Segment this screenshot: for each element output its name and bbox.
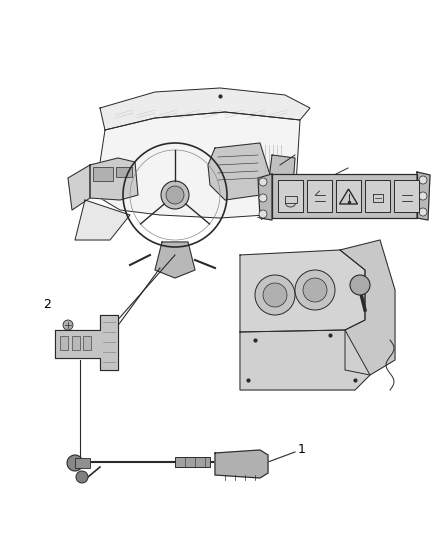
Polygon shape [75,200,130,240]
Circle shape [259,178,267,186]
Polygon shape [268,155,295,188]
Polygon shape [55,315,118,370]
Circle shape [259,210,267,218]
Circle shape [166,186,184,204]
Bar [116,167,132,177]
Bar [75,458,90,468]
Circle shape [67,455,83,471]
Polygon shape [417,172,430,220]
Circle shape [419,208,427,216]
Polygon shape [240,250,365,332]
Polygon shape [240,330,370,390]
Polygon shape [339,189,357,204]
Polygon shape [155,242,195,278]
Bar [336,180,361,212]
Circle shape [63,320,73,330]
Polygon shape [258,174,272,220]
Polygon shape [90,158,138,200]
Polygon shape [215,450,268,478]
Text: 1: 1 [298,443,306,456]
Circle shape [255,275,295,315]
Circle shape [76,471,88,483]
Circle shape [161,181,189,209]
Bar [278,180,303,212]
Bar [72,336,80,350]
Circle shape [419,176,427,184]
Bar [394,180,419,212]
Bar [60,336,68,350]
Bar [365,180,390,212]
Polygon shape [95,112,300,218]
Polygon shape [208,143,270,200]
Polygon shape [340,240,395,375]
Bar [175,457,210,467]
Circle shape [263,283,287,307]
Bar [307,180,332,212]
Circle shape [259,194,267,202]
Bar [285,196,297,203]
Circle shape [295,270,335,310]
Bar [93,167,113,181]
Bar [272,174,417,218]
Circle shape [419,192,427,200]
Circle shape [350,275,370,295]
Polygon shape [68,165,90,210]
Text: 2: 2 [43,298,51,311]
Circle shape [303,278,327,302]
Bar [83,336,91,350]
Polygon shape [100,88,310,130]
